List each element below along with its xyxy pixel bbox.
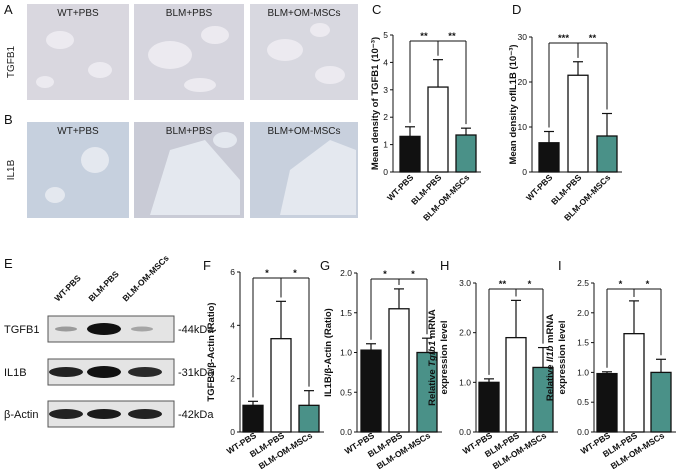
y-tick-label: 0 <box>383 167 388 177</box>
row-label: β-Actin <box>4 409 38 421</box>
y-tick-label: 4 <box>230 320 235 330</box>
y-tick-label: 2 <box>383 112 388 122</box>
bar <box>596 372 618 433</box>
size-label: -44kDa <box>178 324 214 336</box>
panel-letter: D <box>512 2 521 17</box>
y-axis-label: Mean density ofIL1B (10⁻³) <box>508 44 519 164</box>
significance-label: * <box>383 269 387 280</box>
significance-label: * <box>293 268 297 279</box>
y-tick-label: 0 <box>230 427 235 437</box>
panel-letter: B <box>4 112 13 127</box>
significance-label: ** <box>499 279 507 290</box>
lane-label: WT-PBS <box>52 273 83 304</box>
bands <box>49 323 162 419</box>
significance-label: *** <box>558 33 569 44</box>
y-tick-label: 0 <box>522 167 527 177</box>
y-tick-label: 1.0 <box>459 377 471 387</box>
texture <box>36 23 345 92</box>
y-tick-label: 0.0 <box>459 427 471 437</box>
y-tick-label: 1.0 <box>340 348 352 358</box>
y-tick-label: 2.0 <box>340 268 352 278</box>
y-axis-label: TGFB1/β-Actin (Ratio) <box>206 302 217 401</box>
bar <box>596 135 618 173</box>
significance-label: * <box>411 269 415 280</box>
group-label: BLM+OM-MSCs <box>267 126 340 137</box>
y-tick-label: 2.0 <box>577 308 589 318</box>
bar <box>388 308 410 433</box>
bar <box>416 351 438 433</box>
bar <box>567 74 589 173</box>
row-label: IL1B <box>6 159 17 180</box>
bar <box>360 349 382 433</box>
group-label: BLM+OM-MSCs <box>267 8 340 19</box>
y-tick-label: 3.0 <box>459 278 471 288</box>
y-tick-label: 2 <box>230 374 235 384</box>
bar <box>298 404 320 433</box>
panel-letter: I <box>558 258 562 273</box>
row-label: TGFB1 <box>6 45 17 78</box>
y-axis-label: IL1B/β-Actin (Ratio) <box>323 308 334 397</box>
panel-letter: C <box>372 2 381 17</box>
y-tick-label: 0.0 <box>340 427 352 437</box>
y-tick-label: 30 <box>518 32 528 42</box>
y-tick-label: 20 <box>518 77 528 87</box>
y-tick-label: 0.5 <box>577 397 589 407</box>
panel-letter: H <box>440 258 449 273</box>
panel-letter: A <box>4 2 13 17</box>
y-tick-label: 3 <box>383 85 388 95</box>
significance-label: * <box>265 268 269 279</box>
bar <box>427 86 449 173</box>
group-label: WT+PBS <box>57 8 99 19</box>
y-tick-label: 2.0 <box>459 328 471 338</box>
significance-label: * <box>528 279 532 290</box>
row-label: TGFB1 <box>4 324 39 336</box>
significance-label: ** <box>589 33 597 44</box>
panel-letter: G <box>320 258 330 273</box>
y-axis-label: expression level <box>557 321 568 395</box>
bar <box>538 142 560 173</box>
bar <box>623 333 645 433</box>
y-tick-label: 1 <box>383 140 388 150</box>
size-label: -42kDa <box>178 409 214 421</box>
panel-letter: F <box>203 258 211 273</box>
y-tick-label: 0.5 <box>340 387 352 397</box>
y-axis-label: Mean density of TGFB1 (10⁻³) <box>370 37 381 170</box>
significance-label: * <box>646 279 650 290</box>
micrograph <box>27 122 129 218</box>
y-tick-label: 2.5 <box>577 278 589 288</box>
y-axis-label: Relative Il1b mRNA <box>545 314 556 401</box>
group-label: WT+PBS <box>57 126 99 137</box>
size-label: -31kDa <box>178 367 214 379</box>
y-tick-label: 5 <box>383 30 388 40</box>
y-tick-label: 6 <box>230 267 235 277</box>
lane-label: BLM-OM-MSCs <box>120 253 171 304</box>
y-tick-label: 4 <box>383 57 388 67</box>
texture <box>45 132 356 215</box>
y-tick-label: 10 <box>518 122 528 132</box>
y-tick-label: 0.0 <box>577 427 589 437</box>
lane-label: BLM-PBS <box>86 269 121 304</box>
row-label: IL1B <box>4 367 27 379</box>
y-tick-label: 1.0 <box>577 367 589 377</box>
bar <box>532 366 554 433</box>
bar <box>270 338 292 433</box>
significance-label: ** <box>420 31 428 42</box>
significance-label: * <box>619 279 623 290</box>
bar <box>399 135 421 173</box>
group-label: BLM+PBS <box>166 126 213 137</box>
bar <box>455 134 477 173</box>
bar <box>650 371 672 433</box>
y-tick-label: 1.5 <box>340 308 352 318</box>
bar <box>242 404 264 433</box>
y-axis-label: Relative Tgfb1 mRNA <box>427 309 438 406</box>
panel-letter: E <box>4 256 13 271</box>
y-axis-label: expression level <box>439 321 450 395</box>
group-label: BLM+PBS <box>166 8 213 19</box>
y-tick-label: 1.5 <box>577 338 589 348</box>
bar <box>478 381 500 433</box>
bar <box>505 336 527 433</box>
significance-label: ** <box>448 31 456 42</box>
